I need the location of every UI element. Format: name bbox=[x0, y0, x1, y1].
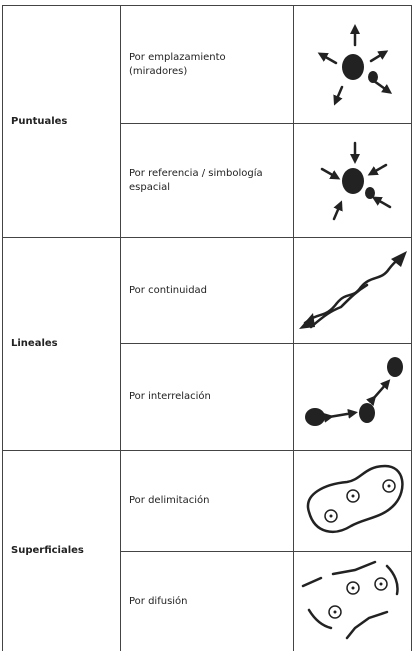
icon-cell bbox=[293, 343, 412, 450]
icon bbox=[306, 464, 404, 533]
icon-cell bbox=[293, 123, 412, 237]
icon bbox=[305, 357, 403, 426]
icon bbox=[301, 560, 399, 640]
icon-cell bbox=[293, 5, 412, 123]
icon-cell bbox=[293, 450, 412, 551]
group-label: Superficiales bbox=[2, 450, 120, 651]
item-label: Por emplazamiento (miradores) bbox=[120, 5, 293, 123]
icon bbox=[320, 141, 391, 220]
item-label: Por delimitación bbox=[120, 450, 293, 551]
icon bbox=[299, 250, 407, 329]
group-label: Puntuales bbox=[2, 5, 120, 237]
item-label: Por referencia / simbología espacial bbox=[120, 123, 293, 237]
icon-cell bbox=[293, 237, 412, 343]
group-label: Lineales bbox=[2, 237, 120, 450]
item-label: Por difusión bbox=[120, 551, 293, 651]
icon-cell bbox=[293, 551, 412, 651]
item-label: Por interrelación bbox=[120, 343, 293, 450]
item-label: Por continuidad bbox=[120, 237, 293, 343]
icon bbox=[317, 23, 392, 106]
